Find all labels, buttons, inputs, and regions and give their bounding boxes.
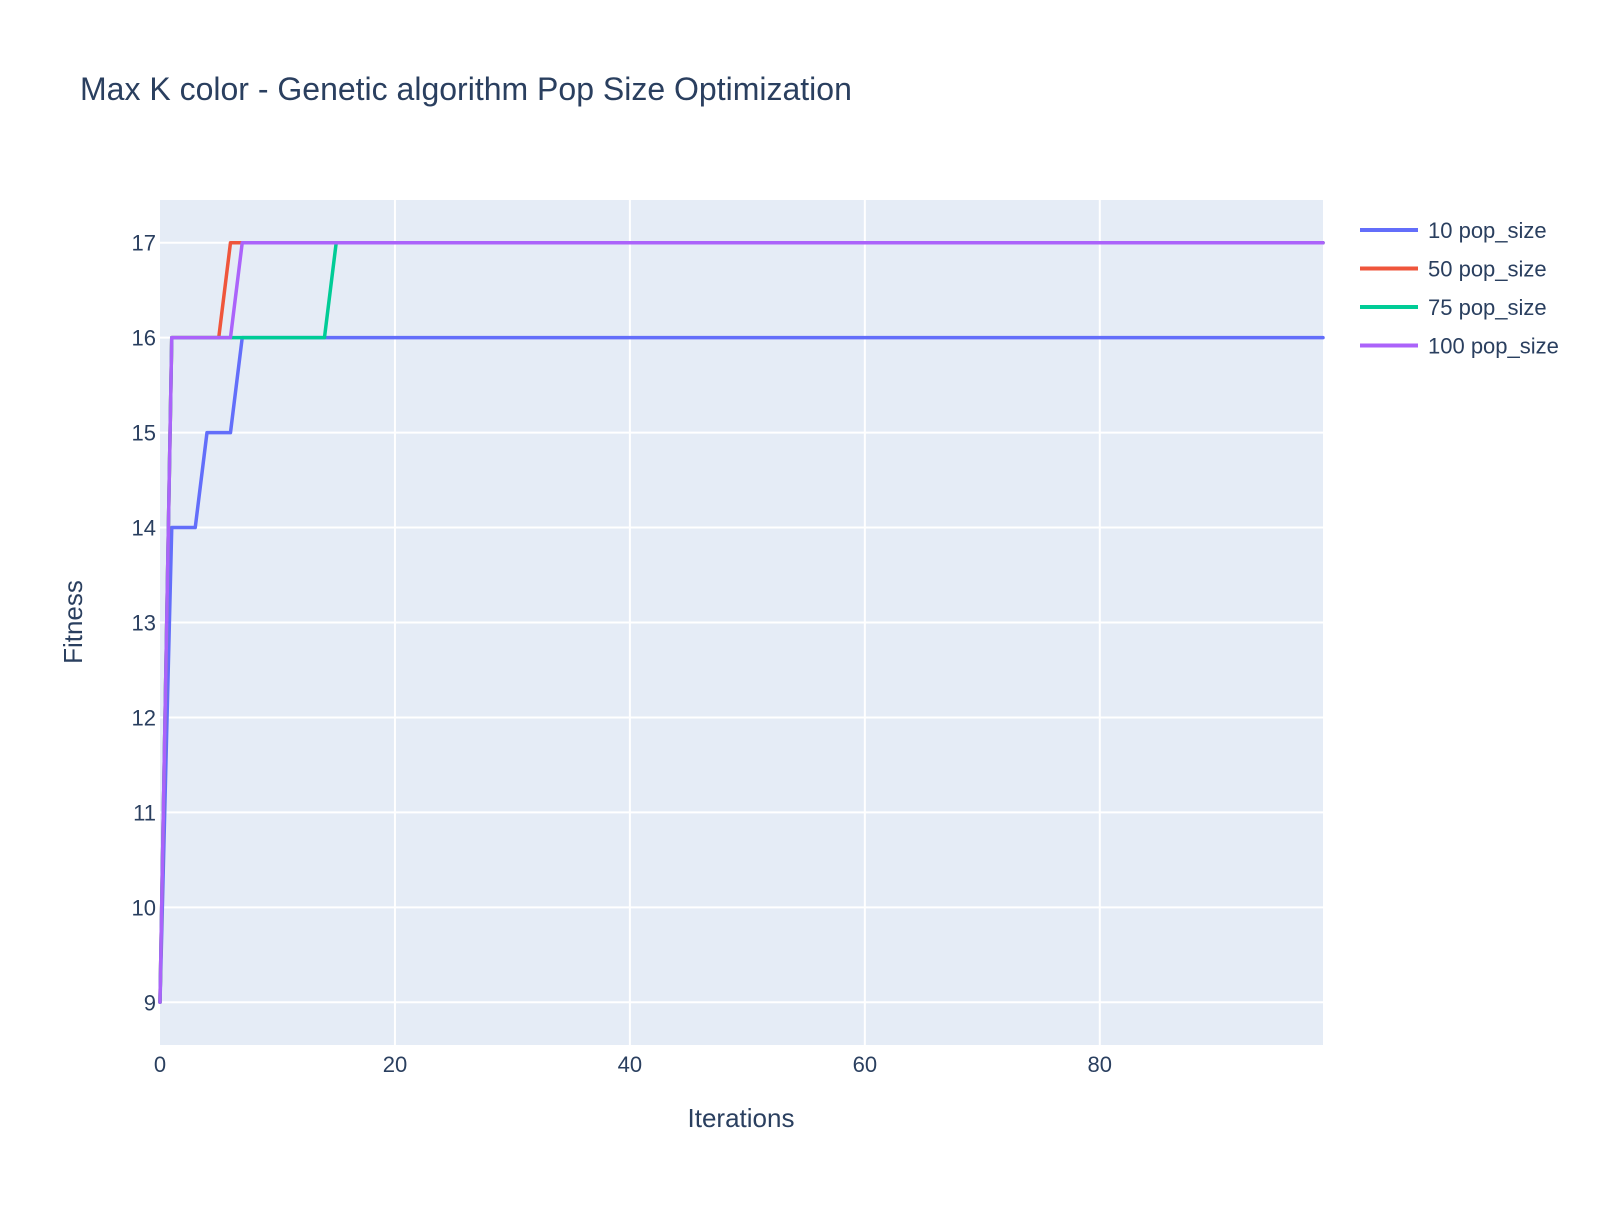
x-tick-label: 40: [618, 1052, 642, 1077]
series-layer: [158, 240, 1325, 1005]
y-tick-label: 12: [132, 705, 156, 730]
legend-item[interactable]: 50 pop_size: [1360, 257, 1547, 282]
chart-title: Max K color - Genetic algorithm Pop Size…: [80, 71, 852, 107]
y-tick-label: 14: [132, 516, 156, 541]
tick-layer: 0 20 40 60 80 9 10 11 12 13 14 15 16 17: [132, 231, 1113, 1077]
legend-label: 50 pop_size: [1428, 257, 1547, 282]
grid-layer: [160, 200, 1323, 1045]
legend-label: 75 pop_size: [1428, 295, 1547, 320]
x-tick-label: 80: [1088, 1052, 1112, 1077]
y-axis-title: Fitness: [58, 580, 88, 664]
legend-item[interactable]: 10 pop_size: [1360, 218, 1547, 243]
legend-item[interactable]: 75 pop_size: [1360, 295, 1547, 320]
series-line-100: [158, 240, 1325, 1005]
x-tick-label: 20: [383, 1052, 407, 1077]
legend[interactable]: 10 pop_size 50 pop_size 75 pop_size 100 pop…: [1360, 218, 1559, 359]
legend-item[interactable]: 100 pop_size: [1360, 334, 1559, 359]
legend-label: 10 pop_size: [1428, 218, 1547, 243]
x-tick-label: 60: [853, 1052, 877, 1077]
y-tick-label: 11: [133, 800, 156, 825]
y-tick-label: 13: [132, 611, 156, 636]
y-tick-label: 15: [132, 421, 156, 446]
y-tick-label: 16: [132, 326, 156, 351]
y-tick-label: 9: [144, 990, 156, 1015]
x-axis-title: Iterations: [688, 1103, 795, 1133]
y-tick-label: 17: [132, 231, 156, 256]
y-tick-label: 10: [132, 895, 156, 920]
legend-label: 100 pop_size: [1428, 334, 1559, 359]
x-tick-label: 0: [154, 1052, 166, 1077]
